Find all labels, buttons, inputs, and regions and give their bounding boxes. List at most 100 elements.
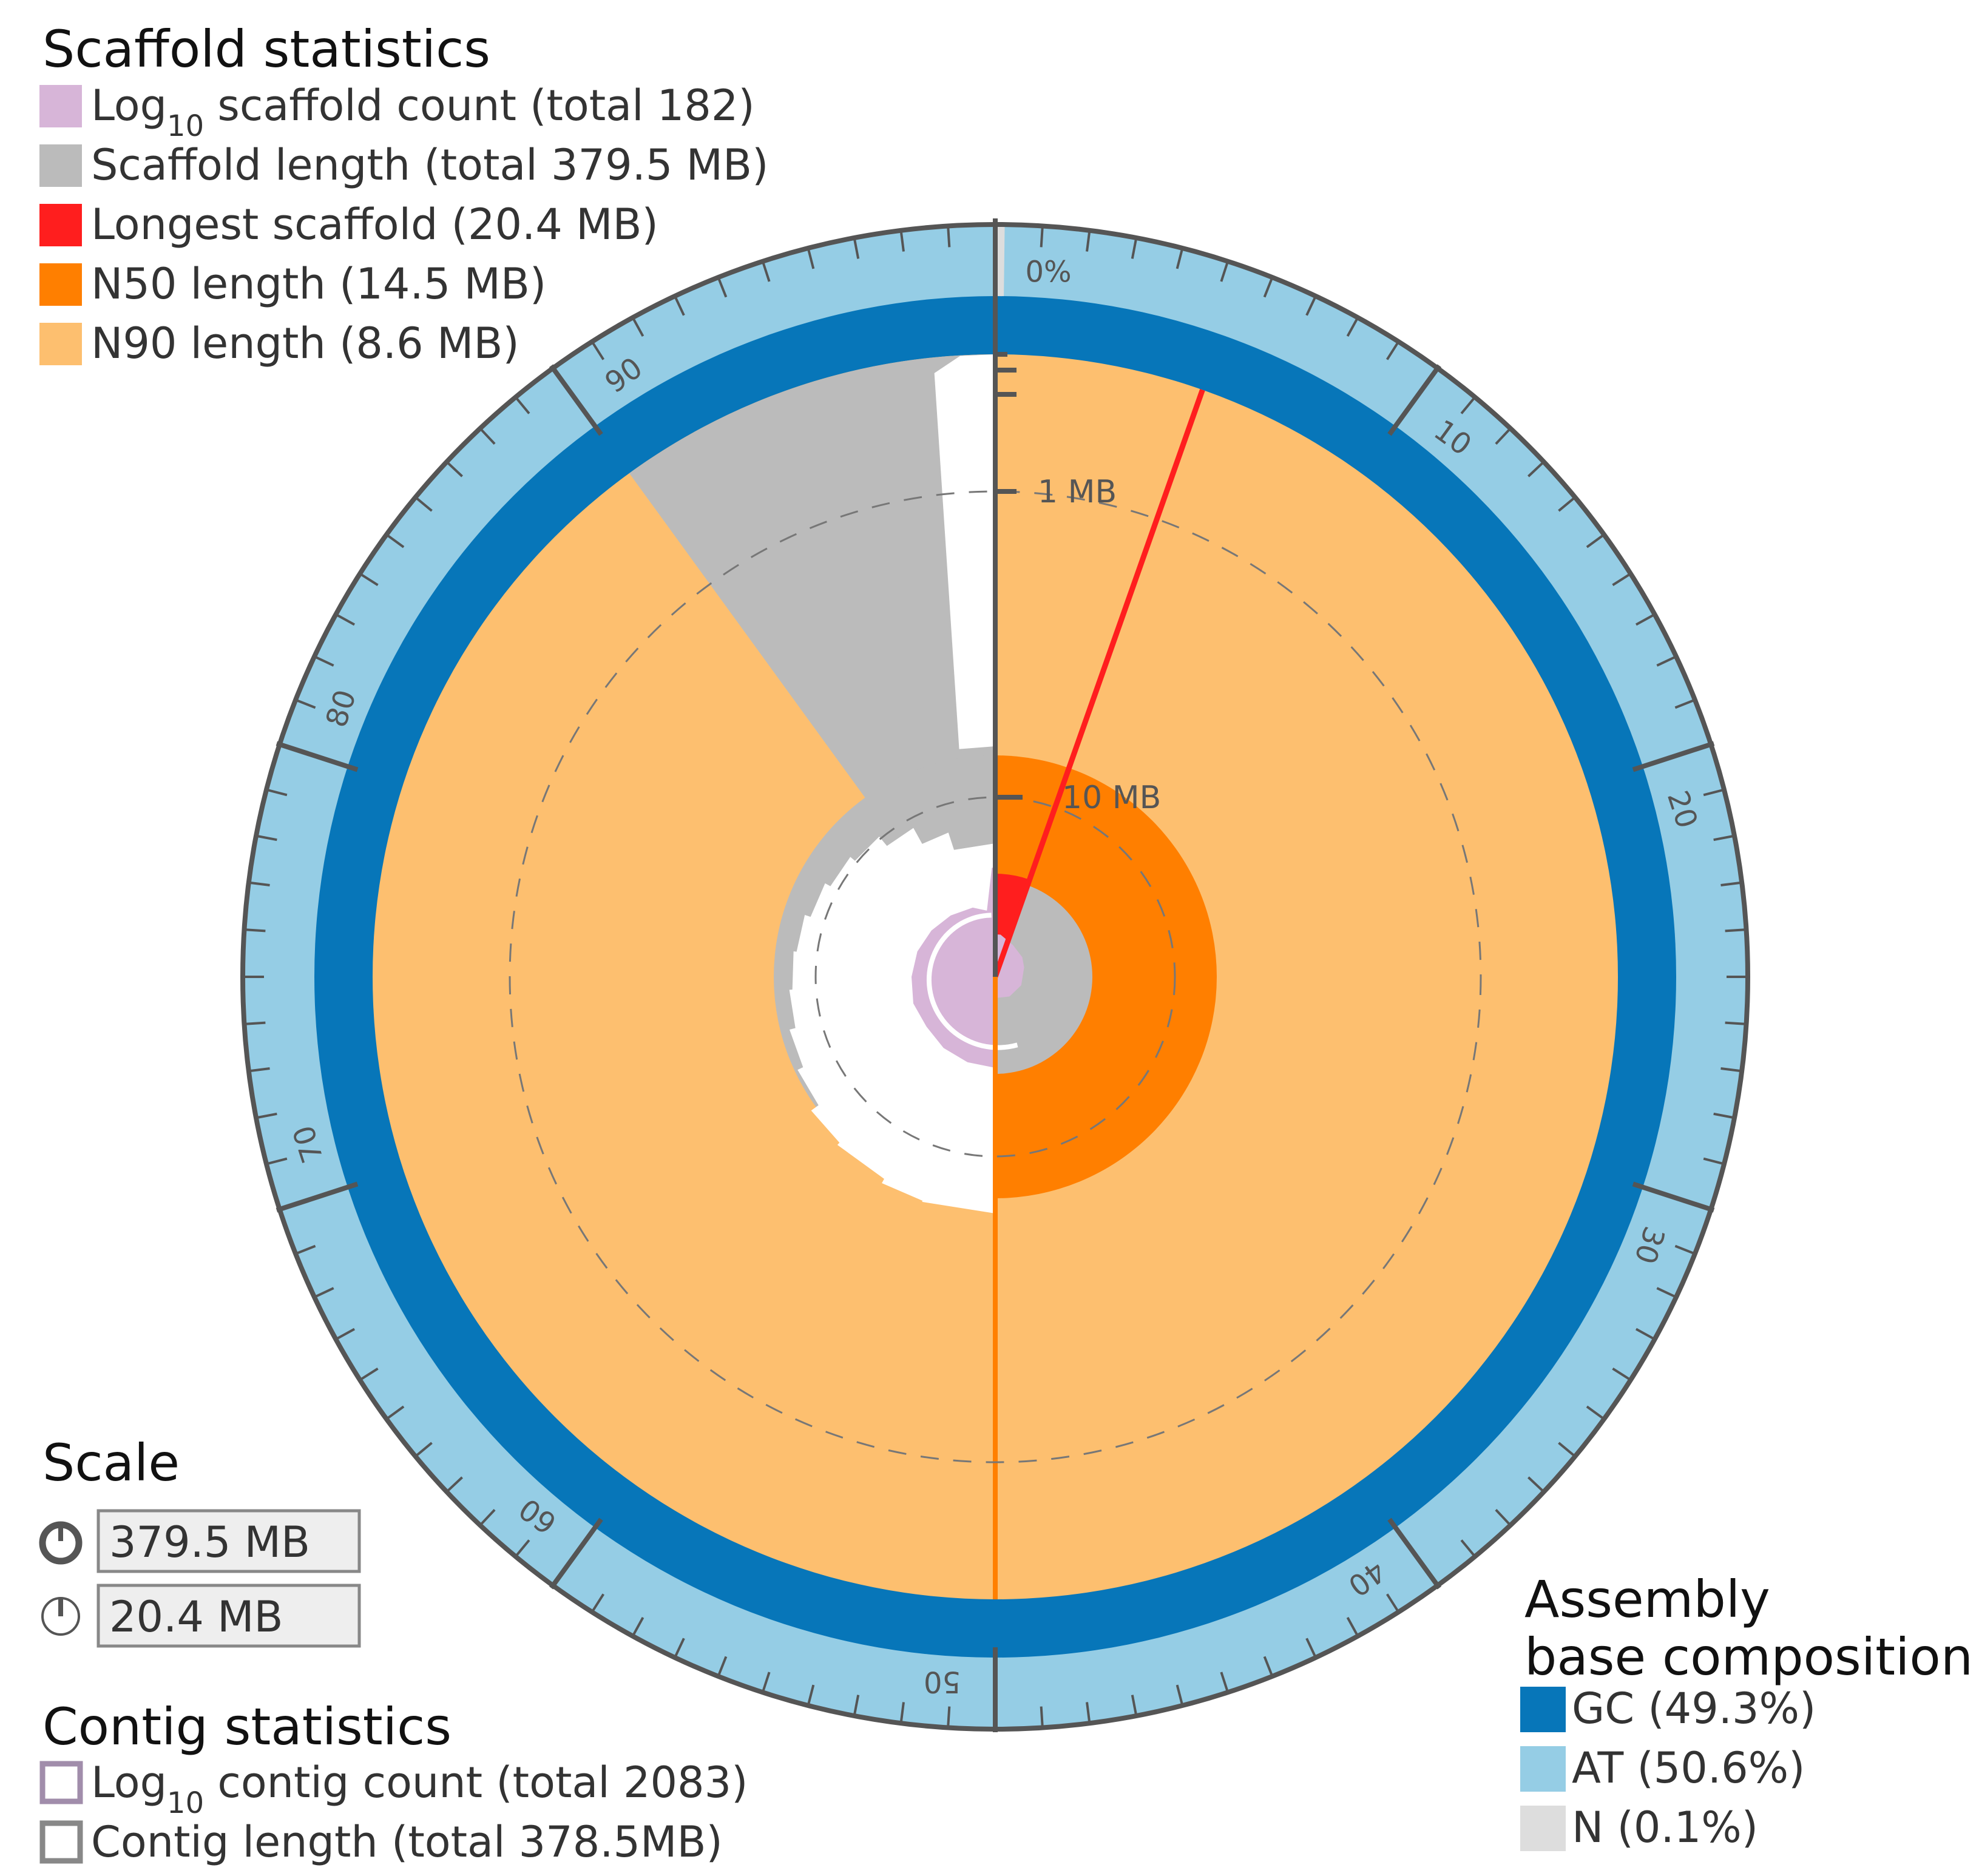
percent-minor-tick	[1086, 230, 1091, 252]
circumference-scale: 379.5 MB	[39, 1509, 361, 1573]
percent-minor-tick	[1720, 881, 1742, 886]
percent-minor-tick	[515, 1539, 530, 1557]
percent-minor-tick	[1385, 1593, 1400, 1613]
composition-legend-swatch	[1520, 1746, 1566, 1792]
percent-minor-tick	[1612, 1367, 1632, 1382]
contig-legend-title: Contig statistics	[42, 1697, 452, 1756]
percent-minor-tick	[1725, 928, 1747, 933]
percent-minor-tick	[1385, 340, 1400, 360]
percent-major-tick	[1632, 741, 1715, 772]
composition-legend-label: GC (49.3%)	[1572, 1684, 1816, 1733]
percent-major-tick	[276, 1181, 359, 1213]
radius-box	[96, 1584, 361, 1648]
radius-gridline-inner	[814, 796, 1176, 1158]
percent-minor-tick	[479, 1509, 496, 1527]
n50-area	[995, 755, 1217, 1198]
percent-minor-tick	[1460, 396, 1476, 414]
percent-minor-tick	[359, 1367, 379, 1382]
radius-gridline-outer	[509, 490, 1482, 1463]
percent-minor-tick	[1346, 1616, 1359, 1637]
percent-minor-tick	[255, 834, 277, 842]
radius-label-10mb: 10 MB	[1062, 780, 1161, 816]
percent-minor-tick	[1220, 261, 1230, 282]
percent-minor-tick	[947, 226, 951, 248]
composition-legend-label: N (0.1%)	[1572, 1803, 1758, 1852]
percent-minor-tick	[674, 1638, 685, 1658]
percent-minor-tick	[807, 248, 815, 269]
percent-minor-tick	[445, 461, 463, 477]
contig-legend: Log10 contig count (total 2083)Contig le…	[39, 1758, 748, 1867]
percent-minor-tick	[335, 613, 356, 626]
percent-minor-tick	[590, 340, 605, 360]
composition-legend-swatch	[1520, 1806, 1566, 1851]
scaffold-legend-label: Scaffold length (total 379.5 MB)	[91, 140, 768, 190]
percent-minor-tick	[1703, 1157, 1725, 1166]
percent-major-tick	[549, 364, 603, 436]
scale-title: Scale	[42, 1433, 180, 1493]
percent-minor-tick	[1656, 655, 1677, 667]
radius-scale: 20.4 MB	[41, 1584, 361, 1648]
percent-minor-tick	[248, 1067, 270, 1073]
contig-legend-label: Log10 contig count (total 2083)	[91, 1758, 748, 1820]
percent-minor-tick	[1495, 427, 1512, 445]
percent-major-tick	[549, 1517, 603, 1590]
percent-minor-tick	[1131, 237, 1138, 259]
composition-title-line2: base composition	[1524, 1627, 1973, 1687]
percent-minor-tick	[1086, 1702, 1091, 1724]
percent-minor-tick	[1131, 1695, 1138, 1716]
percent-minor-tick	[947, 1706, 951, 1728]
percent-minor-tick	[1176, 1684, 1184, 1706]
scaffold-legend-title: Scaffold statistics	[42, 19, 490, 79]
percent-minor-tick	[1674, 1244, 1696, 1255]
radial-axis-ticks: 1 MB 10 MB	[995, 352, 1161, 816]
percent-minor-tick	[255, 1112, 277, 1119]
percent-minor-tick	[295, 698, 316, 709]
scaffold-legend-swatch	[39, 85, 82, 127]
percent-minor-tick	[1527, 1476, 1545, 1493]
percent-minor-tick	[1346, 317, 1359, 337]
contig-legend-swatch	[39, 1820, 83, 1864]
percent-minor-tick	[1703, 788, 1725, 797]
composition-legend-swatch	[1520, 1687, 1566, 1732]
percent-minor-tick	[295, 1244, 316, 1255]
radius-label-1mb: 1 MB	[1038, 474, 1117, 510]
scaffold-legend-swatch	[39, 323, 82, 365]
percent-minor-tick	[899, 230, 905, 252]
percent-minor-tick	[414, 496, 433, 512]
percent-minor-tick	[314, 655, 334, 667]
percent-minor-tick	[807, 1684, 815, 1706]
percent-minor-tick	[761, 1672, 771, 1693]
composition-legend-label: AT (50.6%)	[1572, 1743, 1805, 1793]
percent-minor-tick	[244, 1021, 266, 1025]
percent-minor-tick	[1040, 226, 1044, 248]
percent-minor-tick	[1635, 613, 1656, 626]
contig-count-line	[926, 913, 1018, 1050]
percent-minor-tick	[266, 1157, 288, 1166]
percent-minor-tick	[445, 1476, 463, 1493]
percent-minor-tick	[899, 1702, 905, 1724]
percent-minor-tick	[1305, 295, 1317, 316]
percent-minor-tick	[1263, 277, 1274, 298]
percent-minor-tick	[1674, 698, 1696, 709]
percent-minor-tick	[674, 295, 685, 316]
scaffold-legend: Log10 scaffold count (total 182)Scaffold…	[39, 81, 768, 368]
percent-minor-tick	[1263, 1656, 1274, 1677]
percent-minor-tick	[1586, 1405, 1605, 1420]
percent-minor-tick	[1495, 1509, 1512, 1527]
percent-minor-tick	[1612, 572, 1632, 587]
scaffold-legend-swatch	[39, 144, 82, 187]
percent-minor-tick	[590, 1593, 605, 1613]
percent-minor-tick	[853, 237, 860, 259]
percent-minor-tick	[717, 277, 728, 298]
percent-minor-tick	[1656, 1287, 1677, 1298]
scaffold-legend-label: Log10 scaffold count (total 182)	[91, 81, 755, 143]
percent-minor-tick	[761, 261, 771, 282]
percent-minor-tick	[248, 881, 270, 886]
percent-minor-tick	[1040, 1706, 1044, 1728]
percent-minor-tick	[1635, 1328, 1656, 1341]
percent-minor-tick	[414, 1442, 433, 1457]
inner-scaffold-wedge	[995, 880, 1092, 1074]
percent-minor-tick	[1713, 834, 1735, 842]
percent-tick-label: 50	[924, 1665, 961, 1699]
